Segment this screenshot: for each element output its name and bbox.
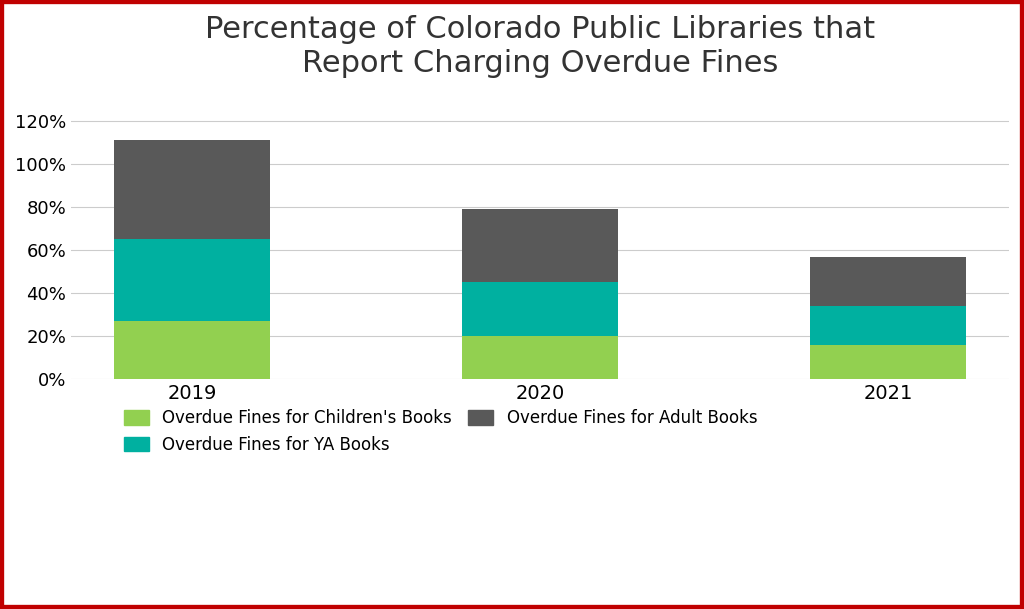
Bar bbox=[462, 283, 618, 336]
Title: Percentage of Colorado Public Libraries that
Report Charging Overdue Fines: Percentage of Colorado Public Libraries … bbox=[205, 15, 876, 77]
Bar bbox=[114, 140, 270, 239]
Bar bbox=[462, 336, 618, 379]
Bar bbox=[114, 239, 270, 321]
Bar bbox=[114, 321, 270, 379]
Legend: Overdue Fines for Children's Books, Overdue Fines for YA Books, Overdue Fines fo: Overdue Fines for Children's Books, Over… bbox=[117, 403, 764, 460]
Bar bbox=[810, 345, 967, 379]
Bar bbox=[810, 306, 967, 345]
Bar bbox=[462, 209, 618, 283]
Bar bbox=[810, 256, 967, 306]
